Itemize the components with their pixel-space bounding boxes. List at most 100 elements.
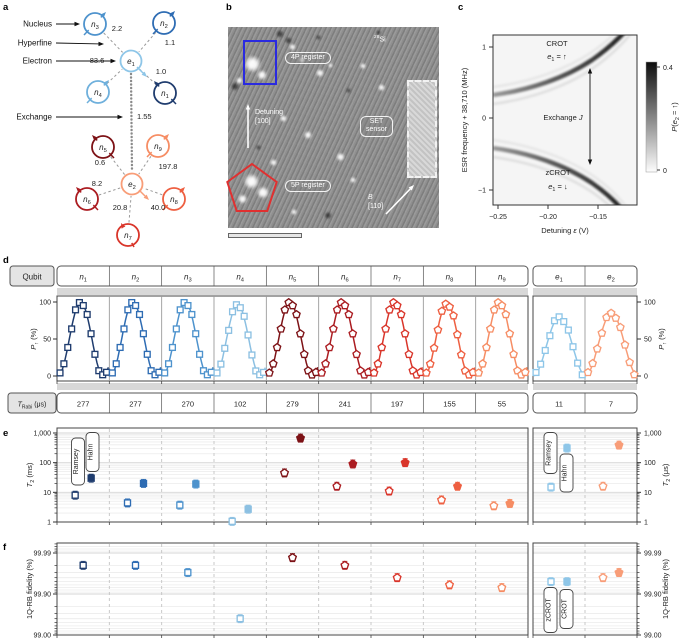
f-ylabel-right: 1Q-RB fidelity (%) — [661, 558, 670, 619]
f-ytick-left: 99.99 — [33, 551, 51, 558]
d-ytick-right: 0 — [644, 374, 648, 381]
trabi-row-label: TRabi (μs) — [18, 402, 47, 411]
e-ytick-left: 1,000 — [33, 430, 51, 437]
coupling-e1-n3: 2.2 — [112, 24, 122, 33]
rabi-n8 — [421, 299, 478, 379]
lattice-defect — [231, 82, 239, 91]
c-ylabel: ESR frequency + 38,710 (MHz) — [460, 67, 469, 172]
coupling-e2-n8: 40.0 — [151, 203, 166, 212]
t2-n6 — [332, 459, 358, 491]
qubit-header-n4: n4 — [236, 273, 244, 284]
node-label-n1: n1 — [161, 89, 169, 100]
t2-n5 — [279, 433, 306, 478]
annotation-exchange: Exchange — [16, 113, 52, 122]
rabi-n9 — [474, 297, 530, 379]
colorbar — [645, 61, 658, 173]
c-ytick: 0 — [482, 116, 486, 123]
node-n9: n9 — [146, 134, 170, 158]
scale-bar — [228, 233, 302, 238]
colorbar-min: 0 — [663, 168, 667, 175]
lattice-defect — [324, 212, 332, 219]
zcrot-label: zCROT — [546, 168, 571, 177]
node-n7: n7 — [116, 223, 140, 248]
node-label-n3: n3 — [91, 20, 99, 31]
fidelity-n6 — [340, 560, 350, 570]
c-xtick: −0.15 — [589, 214, 607, 221]
crot-state: e1 = ↑ — [547, 52, 566, 63]
donor-site — [244, 173, 259, 190]
t2-n7 — [384, 457, 410, 496]
node-e1: e1 — [119, 49, 147, 77]
trabi-value-trabi-e1: 11 — [555, 400, 563, 409]
panel-d-rabi: n1 n2 n3 n4 n5 n6 n7 n8 n9 e1 e2 Qubit 0 0 50 50 100 100 P… — [7, 265, 668, 414]
c-ytick: −1 — [478, 188, 486, 195]
rabi-n6 — [317, 297, 373, 379]
trabi-value-trabi-n5: 279 — [286, 400, 299, 409]
donor-site — [257, 186, 269, 199]
qubit-header-n2: n2 — [132, 273, 140, 284]
coupling-e1-n1: 1.0 — [156, 67, 166, 76]
donor-site — [291, 209, 297, 215]
d-ytick-right: 100 — [644, 300, 656, 307]
rabi-n5 — [264, 297, 321, 379]
set-sensor-label: SET sensor — [360, 116, 394, 137]
fidelity-n1 — [79, 560, 87, 570]
fidelity-n5 — [287, 552, 298, 563]
node-n8: n8 — [162, 187, 186, 211]
donor-site — [257, 70, 267, 80]
lattice-defect — [376, 30, 381, 35]
t2-n8 — [436, 481, 463, 505]
node-n6: n6 — [75, 187, 99, 211]
rabi-e2 — [583, 308, 639, 379]
detuning-label: Detuning [100] — [255, 109, 283, 127]
f-ytick-right: 99.00 — [644, 633, 662, 640]
annotation-electron: Electron — [23, 57, 52, 66]
legend-label: Ramsey — [546, 440, 553, 466]
donor-site — [280, 115, 287, 122]
panel-c-esr-map: CROT e1 = ↑ Exchange J zCROT e1 = ↓ 1 0 −1 −0.25… — [460, 34, 681, 235]
donor-site — [244, 55, 261, 73]
panel-label-a: a — [3, 2, 9, 13]
fidelity-n2 — [131, 560, 140, 570]
legend-label: Hahn — [562, 465, 569, 482]
e-ytick-left: 1 — [47, 520, 51, 527]
fidelity-n9 — [497, 582, 507, 593]
coupling-e2-n9: 197.8 — [159, 162, 178, 171]
f-ytick-right: 99.90 — [644, 592, 662, 599]
donor-site — [299, 57, 305, 63]
rabi-n3 — [161, 298, 215, 379]
donor-site — [270, 159, 277, 166]
trabi-value-trabi-n2: 277 — [129, 400, 142, 409]
b-field-symbol: B — [368, 194, 373, 201]
set-label-line1: SET — [369, 118, 384, 125]
qubit-header-e1: e1 — [555, 273, 563, 284]
qubit-header-n9: n9 — [498, 273, 506, 284]
d-ylabel-right: P↑ (%) — [657, 328, 668, 350]
donor-site — [378, 84, 385, 91]
trabi-value-trabi-n8: 155 — [443, 400, 456, 409]
rabi-n7 — [369, 297, 425, 379]
e-ytick-left: 100 — [39, 460, 51, 467]
t2-e2 — [598, 440, 624, 491]
donor-site — [289, 44, 296, 50]
5p-register-label: 5P register — [285, 180, 331, 193]
coupling-e2-n5: 0.6 — [95, 158, 105, 167]
fidelity-n4 — [236, 614, 244, 624]
coupling-e1-e2: 1.55 — [137, 112, 152, 121]
t2-n3 — [176, 479, 200, 510]
lattice-defect — [316, 35, 321, 40]
b-field-direction: [110] — [368, 202, 384, 210]
qubit-header-n1: n1 — [79, 273, 87, 284]
qubit-header-n6: n6 — [341, 273, 349, 284]
colorbar-max: 0.4 — [663, 65, 673, 72]
qubit-row-label: Qubit — [22, 273, 42, 282]
annotation-hyperfine: Hyperfine — [18, 39, 53, 48]
fidelity-e1 — [547, 577, 571, 587]
trabi-value-trabi-e2: 7 — [609, 400, 613, 409]
qubit-header-n5: n5 — [289, 273, 297, 284]
t2-n1 — [71, 473, 95, 500]
trabi-value-trabi-n9: 55 — [498, 400, 506, 409]
donor-site — [360, 63, 366, 69]
zcrot-state: e1 = ↓ — [548, 182, 567, 193]
legend-label: zCROT — [546, 598, 553, 622]
